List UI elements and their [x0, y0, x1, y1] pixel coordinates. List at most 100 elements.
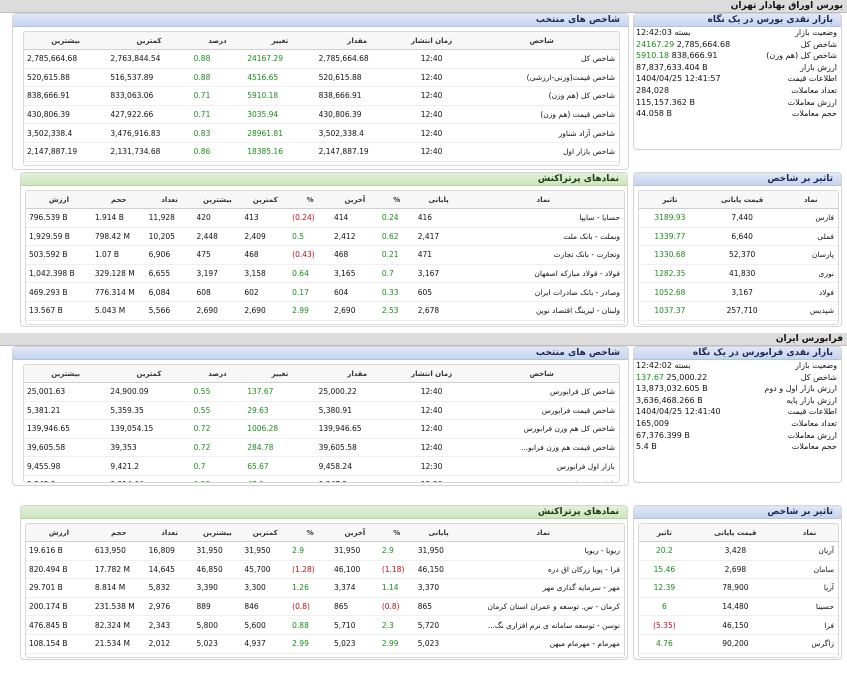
- indices-header-cell: درصد: [190, 32, 245, 50]
- index-name[interactable]: شاخص کل (هم وزن): [464, 86, 619, 106]
- impact-symbol[interactable]: سامان: [781, 560, 838, 580]
- popular-cell: 5,023: [414, 634, 463, 654]
- impact-symbol[interactable]: زاگرس: [781, 634, 838, 654]
- impact-symbol[interactable]: حسینا: [781, 597, 838, 617]
- indices-row[interactable]: شاخص بازار اول 12:40 2,147,887.19 18385.16 0…: [24, 142, 619, 162]
- popular-row[interactable]: کرمان - س. توسعه و عمران استان کرمان 865(…: [26, 597, 624, 617]
- indices-row[interactable]: شاخص قیمت هم وزن فرابو... 12:40 39,605.58 2…: [24, 438, 619, 458]
- impact-symbol[interactable]: فرا: [781, 615, 838, 635]
- snapshot-value: 1404/04/25 12:41:57: [636, 74, 721, 84]
- impact-row[interactable]: فولاد 3,167 1052.68: [639, 282, 838, 302]
- impact-symbol[interactable]: فملی: [783, 227, 838, 247]
- index-name[interactable]: شاخص قیمت فرابورس: [464, 401, 619, 421]
- impact-cell: 841.82: [639, 320, 701, 324]
- popular-row[interactable]: وتجارت - بانک تجارت 471 0.21 468 (0.43) 468 47…: [26, 245, 624, 265]
- index-name[interactable]: شاخص بازار دوم: [464, 161, 619, 165]
- indices-row[interactable]: شاخص آزاد شناور 12:40 3,502,338.4 28961.81 0…: [24, 123, 619, 143]
- impact-cell: 1037.37: [639, 301, 701, 321]
- impact-symbol[interactable]: کیسون: [781, 653, 838, 657]
- index-name[interactable]: شاخص بازار اول: [464, 142, 619, 162]
- indices-row[interactable]: شاخص بازار دوم12:405,273,056.946516.560.…: [24, 161, 619, 165]
- impact-row[interactable]: شپدیس 257,710 1037.37: [639, 301, 838, 321]
- impact-cell: 3189.93: [639, 208, 701, 228]
- ifb-section-title: فرابورس ایران: [0, 333, 847, 346]
- index-name[interactable]: شاخص آزاد شناور: [464, 123, 619, 143]
- popular-row[interactable]: مهر - سرمایه گذاری مهر 3,370 1.14 3,374 1.26…: [26, 578, 624, 598]
- impact-symbol[interactable]: آریا: [781, 578, 838, 598]
- impact-row[interactable]: آریا 78,900 12.39: [639, 578, 838, 598]
- popular-row[interactable]: ولبنان - لیزینگ اقتصاد نوین 2,678 2.53 2,69…: [26, 301, 624, 321]
- popular-symbol[interactable]: ولبنان - لیزینگ اقتصاد نوین: [462, 301, 624, 321]
- impact-symbol[interactable]: فولاد: [783, 282, 838, 302]
- popular-row[interactable]: زماهان - مجتمع تولید گوشت مرغ ماهان9,910…: [26, 653, 624, 657]
- popular-symbol[interactable]: فرا - پویا زرکان اق دره: [462, 560, 624, 580]
- popular-symbol[interactable]: فولاد - فولاد مبارکه اصفهان: [462, 264, 624, 284]
- index-name[interactable]: شاخص قیمت(وزنی-ارزشی): [464, 68, 619, 88]
- popular-symbol[interactable]: ریویا - ریویا: [462, 541, 624, 561]
- popular-symbol[interactable]: وتجارت - بانک تجارت: [462, 245, 624, 265]
- index-name[interactable]: شاخص کل فرابورس: [464, 382, 619, 402]
- impact-symbol[interactable]: آریان: [781, 541, 838, 561]
- impact-symbol[interactable]: میدکو: [783, 320, 838, 324]
- popular-symbol[interactable]: مهر - سرمایه گذاری مهر: [462, 578, 624, 598]
- index-name[interactable]: شاخص قیمت هم وزن فرابو...: [464, 438, 619, 458]
- snapshot-value-group: بسته 12:42:03: [634, 27, 691, 39]
- index-name[interactable]: بازار دوم فرابورس: [464, 475, 619, 482]
- popular-symbol[interactable]: حسایا - سایپا: [462, 208, 624, 228]
- indices-row[interactable]: بازار اول فرابورس 12:30 9,458.24 65.67 0.7 9,…: [24, 456, 619, 476]
- popular-row[interactable]: وصادر - بانک صادرات ایران 605 0.33 604 0.17 6…: [26, 282, 624, 302]
- impact-row[interactable]: میدکو4,270841.82: [639, 320, 838, 324]
- popular-cell: 5,800: [193, 615, 242, 635]
- index-cell: 12:30: [398, 456, 465, 476]
- popular-symbol[interactable]: ذوب - ذوب آهن اصفهان: [462, 320, 624, 324]
- indices-row[interactable]: بازار دوم فرابورس12:309,347.547.90.529,3…: [24, 475, 619, 482]
- impact-symbol[interactable]: فارس: [783, 208, 838, 228]
- impact-row[interactable]: فارس 7,440 3189.93: [639, 208, 838, 228]
- snapshot-label: شاخص کل: [800, 39, 837, 49]
- indices-row[interactable]: شاخص قیمت(وزنی-ارزشی) 12:40 520,615.88 4516…: [24, 68, 619, 88]
- impact-row[interactable]: نوری 41,830 1282.35: [639, 264, 838, 284]
- impact-symbol[interactable]: شپدیس: [783, 301, 838, 321]
- impact-row[interactable]: فملی 6,640 1339.77: [639, 227, 838, 247]
- impact-row[interactable]: آریان 3,428 20.2: [639, 541, 838, 561]
- impact-symbol[interactable]: پارسان: [783, 245, 838, 265]
- impact-cell: 3,428: [689, 541, 782, 561]
- popular-row[interactable]: ریویا - ریویا 31,950 2.9 31,950 2.9 31,950 31,…: [26, 541, 624, 561]
- index-name[interactable]: شاخص کل: [464, 49, 619, 69]
- impact-row[interactable]: کیسون2,720(4.24): [639, 653, 838, 657]
- indices-header-cell: شاخص: [464, 32, 619, 50]
- impact-row[interactable]: پارسان 52,370 1330.68: [639, 245, 838, 265]
- popular-row[interactable]: حسایا - سایپا 416 0.24 414 (0.24) 413 420 11,92…: [26, 208, 624, 228]
- popular-symbol[interactable]: مهرمام - مهرمام میهن: [462, 634, 624, 654]
- indices-row[interactable]: شاخص کل (هم وزن) 12:40 838,666.91 5910.18 0.…: [24, 86, 619, 106]
- popular-row[interactable]: فولاد - فولاد مبارکه اصفهان 3,167 0.7 3,165…: [26, 264, 624, 284]
- index-cell: 5,273,056.9: [24, 161, 108, 165]
- popular-symbol[interactable]: وبملت - بانک ملت: [462, 227, 624, 247]
- indices-row[interactable]: شاخص قیمت (هم وزن) 12:40 430,806.39 3035.94…: [24, 105, 619, 125]
- popular-symbol[interactable]: کرمان - س. توسعه و عمران استان کرمان: [462, 597, 624, 617]
- impact-header-row: نماد قیمت پایانی تاثیر: [639, 191, 838, 209]
- indices-row[interactable]: شاخص قیمت فرابورس 12:40 5,380.91 29.63 0.55 5…: [24, 401, 619, 421]
- index-name[interactable]: شاخص قیمت (هم وزن): [464, 105, 619, 125]
- popular-row[interactable]: وبملت - بانک ملت 2,417 0.62 2,412 0.5 2,409 2,…: [26, 227, 624, 247]
- impact-symbol[interactable]: نوری: [783, 264, 838, 284]
- popular-row[interactable]: مهرمام - مهرمام میهن 5,023 2.99 5,023 2.99 4,…: [26, 634, 624, 654]
- index-name[interactable]: بازار اول فرابورس: [464, 456, 619, 476]
- impact-row[interactable]: زاگرس 90,200 4.76: [639, 634, 838, 654]
- indices-row[interactable]: شاخص کل هم وزن فرابورس 12:40 139,946.65 100…: [24, 419, 619, 439]
- popular-row[interactable]: ذوب - ذوب آهن اصفهان372037203703765,2516…: [26, 320, 624, 324]
- index-name[interactable]: شاخص کل هم وزن فرابورس: [464, 419, 619, 439]
- popular-row[interactable]: فرا - پویا زرکان اق دره 46,150 (1.18) 46,10…: [26, 560, 624, 580]
- snapshot-value-group: 5910.18 838,666.91: [634, 50, 717, 62]
- popular-symbol[interactable]: نوسن - توسعه سامانه ی نرم افزاری نگ...: [462, 615, 624, 635]
- snapshot-label: اطلاعات قیمت: [787, 74, 837, 84]
- indices-row[interactable]: شاخص کل فرابورس 12:40 25,000.22 137.67 0.55 2…: [24, 382, 619, 402]
- popular-symbol[interactable]: وصادر - بانک صادرات ایران: [462, 282, 624, 302]
- impact-row[interactable]: فرا 46,150 (5.35): [639, 615, 838, 635]
- impact-row[interactable]: حسینا 14,480 6: [639, 597, 838, 617]
- popular-cell: 372: [414, 320, 463, 324]
- impact-row[interactable]: سامان 2,698 15.46: [639, 560, 838, 580]
- indices-row[interactable]: شاخص کل 12:40 2,785,664.68 24167.29 0.88 2,76…: [24, 49, 619, 69]
- popular-row[interactable]: نوسن - توسعه سامانه ی نرم افزاری نگ... 5,…: [26, 615, 624, 635]
- popular-symbol[interactable]: زماهان - مجتمع تولید گوشت مرغ ماهان: [462, 653, 624, 657]
